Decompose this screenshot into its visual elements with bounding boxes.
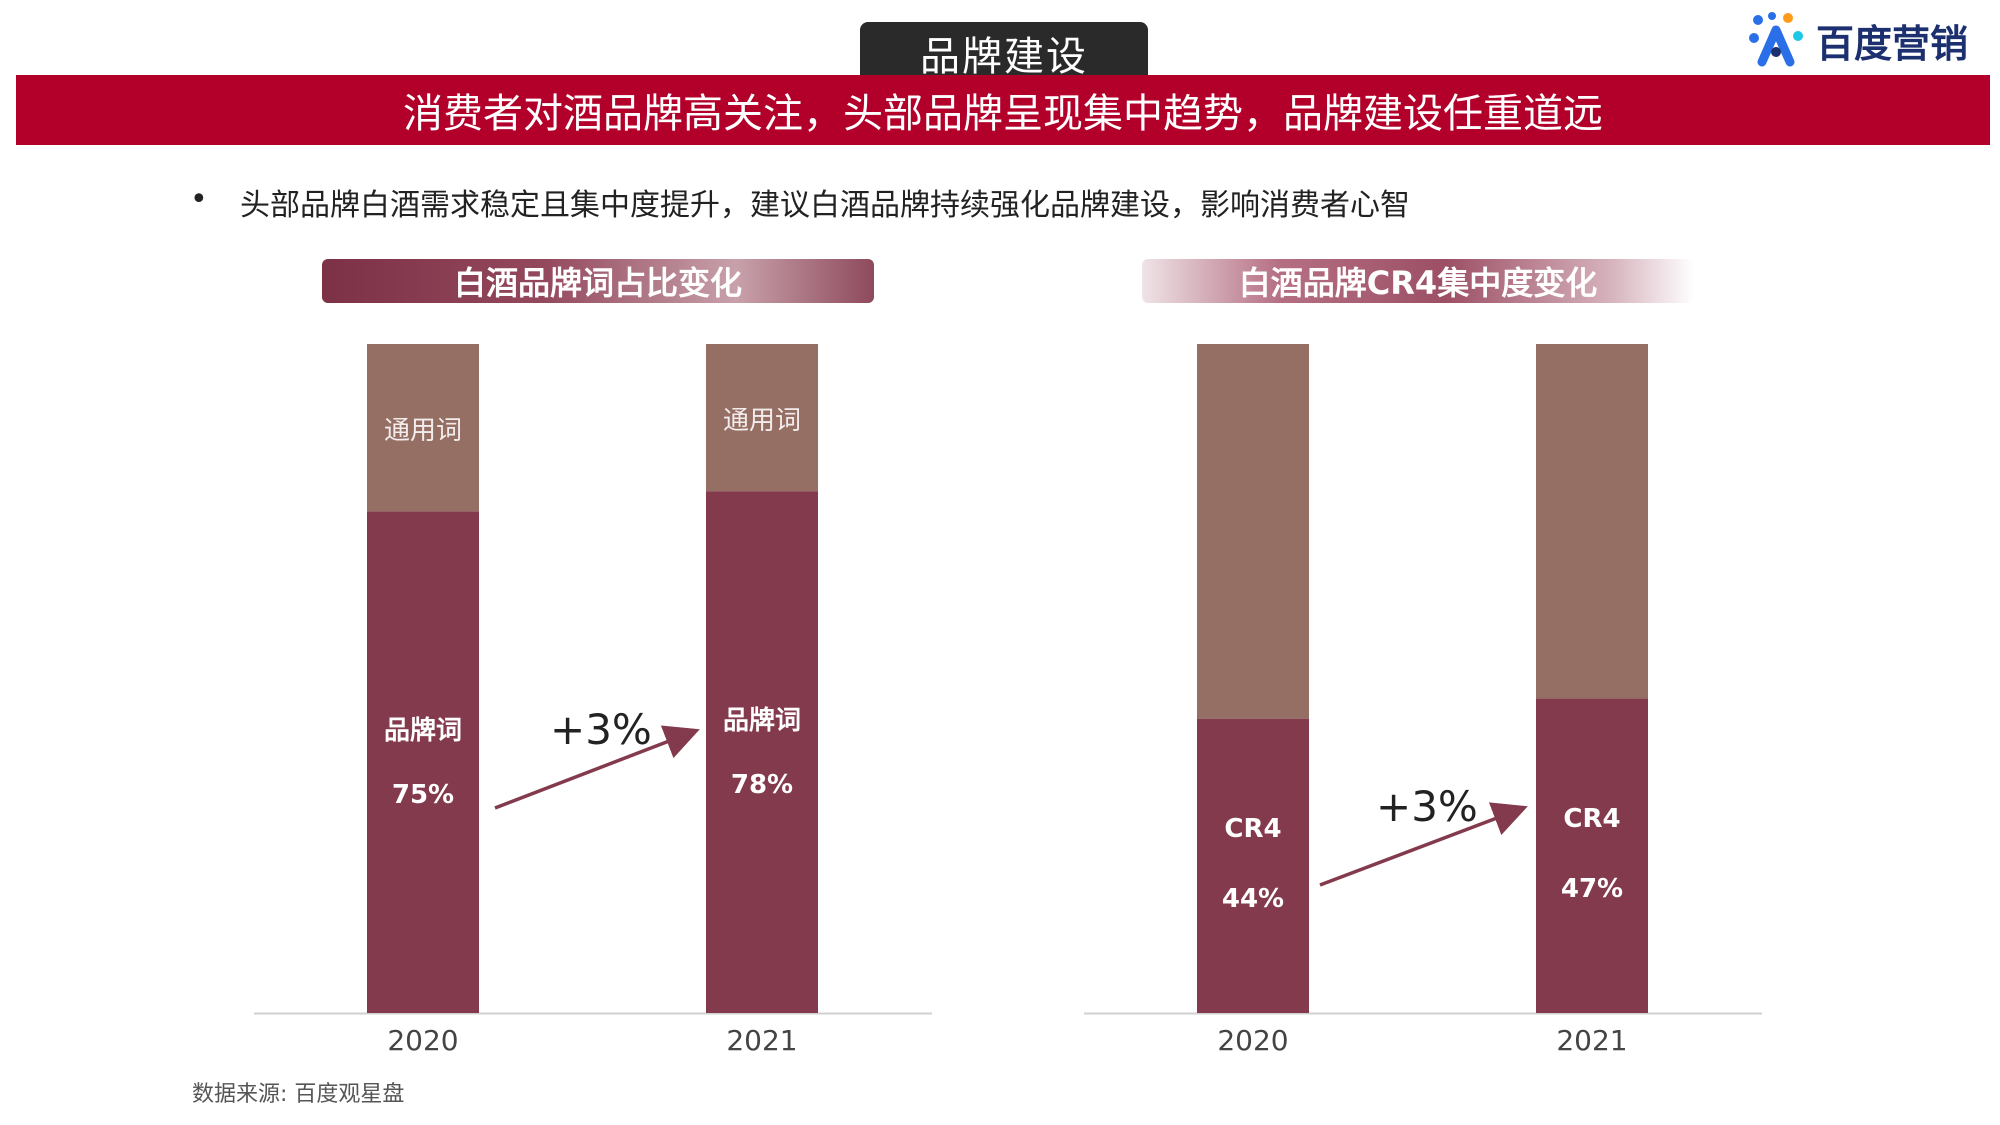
growth-arrow: [1319, 802, 1528, 887]
data-label: 44%: [1221, 883, 1285, 914]
bullet-dot: •: [190, 182, 208, 217]
bar-segment-brand-word-2020: [367, 511, 479, 1013]
data-label: 75%: [391, 780, 455, 811]
key-statement: 头部品牌白酒需求稳定且集中度提升，建议白酒品牌持续强化品牌建设，影响消费者心智: [240, 188, 1410, 223]
right-chart-title: 白酒品牌CR4集中度变化: [1142, 259, 1694, 303]
growth-arrow: [494, 725, 700, 810]
data-label: 47%: [1560, 873, 1624, 904]
series-label: 品牌词: [722, 706, 801, 737]
headline-banner: 消费者对酒品牌高关注，头部品牌呈现集中趋势，品牌建设任重道远: [16, 75, 1990, 145]
series-label: CR4: [1224, 813, 1282, 844]
x-tick-label: 2020: [1217, 1024, 1289, 1057]
series-label: 品牌词: [383, 716, 462, 747]
growth-annotation: +3%: [550, 705, 652, 754]
series-label: CR4: [1563, 803, 1621, 834]
growth-annotation: +3%: [1376, 782, 1478, 831]
logo-text: 百度营销: [1816, 21, 1969, 66]
x-tick-label: 2020: [387, 1024, 459, 1057]
baidu-marketing-logo: 百度营销: [1748, 10, 1988, 70]
data-source-note: 数据来源: 百度观星盘: [192, 1082, 405, 1107]
bar-segment-cr4-2021: [1536, 698, 1648, 1013]
x-tick-label: 2021: [726, 1024, 798, 1057]
section-tab: 品牌建设: [860, 22, 1148, 84]
x-tick-label: 2021: [1556, 1024, 1628, 1057]
left-chart-title: 白酒品牌词占比变化: [322, 259, 874, 303]
bar-segment-cr4-2020: [1197, 718, 1309, 1013]
bar-segment-others-2021: [1536, 344, 1648, 699]
series-label: 通用词: [383, 415, 462, 446]
data-label: 78%: [730, 770, 794, 801]
bar-segment-others-2020: [1197, 344, 1309, 719]
series-label: 通用词: [722, 405, 801, 436]
bar-segment-generic-word-2021: [706, 344, 818, 492]
bar-segment-brand-word-2021: [706, 491, 818, 1013]
baidu-marketing-logo-icon: [1749, 12, 1803, 67]
bar-segment-generic-word-2020: [367, 344, 479, 512]
